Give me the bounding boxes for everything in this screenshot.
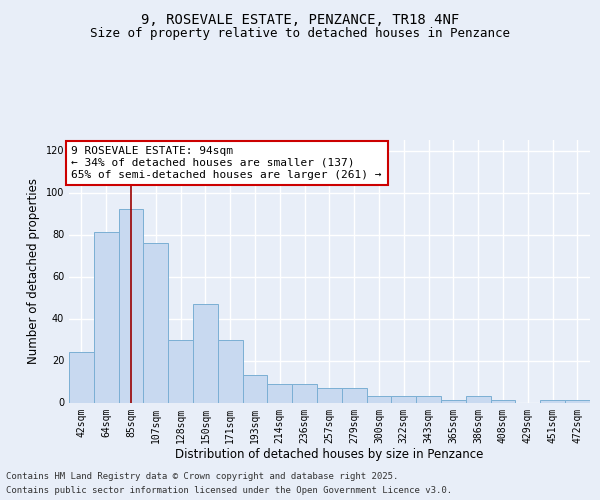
Text: Contains HM Land Registry data © Crown copyright and database right 2025.: Contains HM Land Registry data © Crown c… [6, 472, 398, 481]
Bar [367, 396, 391, 402]
Bar [565, 400, 590, 402]
Bar [268, 384, 292, 402]
Text: 9, ROSEVALE ESTATE, PENZANCE, TR18 4NF: 9, ROSEVALE ESTATE, PENZANCE, TR18 4NF [141, 12, 459, 26]
Text: 9 ROSEVALE ESTATE: 94sqm
← 34% of detached houses are smaller (137)
65% of semi-: 9 ROSEVALE ESTATE: 94sqm ← 34% of detach… [71, 146, 382, 180]
X-axis label: Distribution of detached houses by size in Penzance: Distribution of detached houses by size … [175, 448, 484, 461]
Bar [193, 304, 218, 402]
Bar [466, 396, 491, 402]
Bar [119, 210, 143, 402]
Bar [491, 400, 515, 402]
Bar [441, 400, 466, 402]
Bar [168, 340, 193, 402]
Bar [94, 232, 119, 402]
Bar [317, 388, 342, 402]
Text: Contains public sector information licensed under the Open Government Licence v3: Contains public sector information licen… [6, 486, 452, 495]
Bar [143, 243, 168, 402]
Bar [416, 396, 441, 402]
Bar [391, 396, 416, 402]
Bar [69, 352, 94, 403]
Bar [292, 384, 317, 402]
Bar [342, 388, 367, 402]
Bar [218, 340, 242, 402]
Bar [540, 400, 565, 402]
Bar [242, 375, 268, 402]
Text: Size of property relative to detached houses in Penzance: Size of property relative to detached ho… [90, 28, 510, 40]
Y-axis label: Number of detached properties: Number of detached properties [27, 178, 40, 364]
